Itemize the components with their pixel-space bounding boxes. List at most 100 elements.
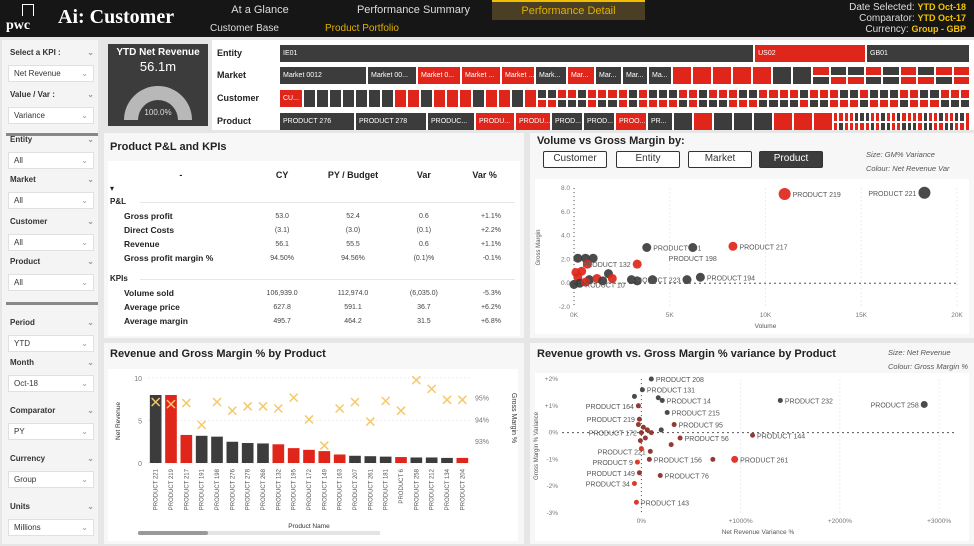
treemap-cell[interactable] — [855, 113, 859, 121]
treemap-cell[interactable] — [944, 113, 948, 121]
treemap-cell[interactable] — [907, 113, 911, 121]
treemap-cell[interactable] — [950, 90, 959, 98]
treemap-cell[interactable] — [953, 76, 970, 84]
treemap-cell[interactable] — [900, 76, 917, 84]
treemap-cell[interactable] — [923, 113, 927, 121]
market-button[interactable]: Market — [688, 151, 752, 168]
section-header[interactable]: P&L — [110, 193, 515, 209]
treemap-cell[interactable]: PROD... — [552, 113, 582, 130]
filter-dropdown[interactable]: All ⌄ — [8, 192, 94, 209]
treemap-cell[interactable] — [588, 90, 597, 98]
treemap-cell[interactable] — [769, 99, 778, 107]
tab-performance-detail[interactable]: Performance Detail — [492, 0, 645, 20]
treemap-cell[interactable] — [618, 99, 627, 107]
treemap-cell[interactable] — [668, 99, 677, 107]
treemap-cell[interactable] — [860, 113, 864, 121]
treemap-cell[interactable]: PRODU... — [516, 113, 550, 130]
treemap-cell[interactable] — [678, 90, 687, 98]
treemap-cell[interactable] — [648, 90, 657, 98]
treemap-cell[interactable] — [881, 122, 885, 130]
treemap-cell[interactable] — [330, 90, 341, 107]
treemap-cell[interactable] — [920, 99, 929, 107]
treemap-cell[interactable] — [848, 67, 864, 75]
treemap-cell[interactable] — [912, 122, 917, 130]
treemap-cell[interactable] — [900, 99, 909, 107]
subtab-customer-base[interactable]: Customer Base — [210, 23, 279, 34]
treemap-cell[interactable] — [568, 90, 577, 98]
treemap-cell[interactable] — [317, 90, 328, 107]
column-header[interactable]: Var — [416, 170, 431, 180]
treemap-cell[interactable]: US02 — [755, 45, 866, 62]
treemap-cell[interactable] — [568, 99, 577, 107]
treemap-cell[interactable]: Market ... — [502, 67, 534, 84]
filter-dropdown[interactable]: Variance ⌄ — [8, 107, 94, 124]
treemap-cell[interactable] — [813, 67, 829, 75]
treemap-cell[interactable] — [881, 113, 885, 121]
chevron-down-icon[interactable]: ⌄ — [87, 502, 94, 511]
treemap-cell[interactable] — [753, 67, 771, 84]
treemap-cell[interactable] — [774, 113, 792, 130]
treemap-cell[interactable] — [638, 99, 647, 107]
treemap-cell[interactable] — [934, 113, 938, 121]
treemap-cell[interactable] — [578, 99, 587, 107]
treemap-cell[interactable] — [960, 90, 969, 98]
treemap-cell[interactable] — [525, 90, 536, 107]
treemap-cell[interactable] — [759, 99, 768, 107]
customer-button[interactable]: Customer — [543, 151, 607, 168]
treemap-cell[interactable] — [694, 113, 712, 130]
chevron-down-icon[interactable]: ⌄ — [81, 379, 88, 388]
treemap-cell[interactable]: Market 00... — [368, 67, 416, 84]
treemap-cell[interactable] — [699, 99, 708, 107]
treemap-cell[interactable] — [965, 113, 969, 130]
treemap-cell[interactable] — [674, 113, 692, 130]
treemap-cell[interactable] — [849, 90, 858, 98]
treemap-cell[interactable] — [870, 122, 875, 130]
treemap-cell[interactable] — [558, 90, 567, 98]
treemap-cell[interactable] — [923, 122, 927, 130]
chevron-down-icon[interactable]: ⌄ — [81, 427, 88, 436]
treemap-cell[interactable] — [343, 90, 354, 107]
chart-scrollbar-thumb[interactable] — [138, 531, 208, 535]
treemap-cell[interactable] — [928, 122, 933, 130]
treemap-cell[interactable] — [693, 67, 711, 84]
filter-dropdown[interactable]: Millions ⌄ — [8, 519, 94, 536]
treemap-cell[interactable] — [421, 90, 432, 107]
treemap-cell[interactable] — [688, 90, 697, 98]
treemap-cell[interactable] — [628, 99, 637, 107]
treemap-cell[interactable]: Mar... — [568, 67, 594, 84]
treemap-cell[interactable] — [870, 90, 879, 98]
filter-dropdown[interactable]: YTD ⌄ — [8, 335, 94, 352]
treemap-cell[interactable] — [880, 99, 889, 107]
treemap-cell[interactable] — [930, 90, 939, 98]
treemap-cell[interactable] — [949, 122, 954, 130]
treemap-cell[interactable] — [839, 90, 848, 98]
treemap-cell[interactable] — [678, 99, 687, 107]
treemap-cell[interactable] — [434, 90, 445, 107]
treemap-cell[interactable] — [939, 113, 943, 121]
filter-dropdown[interactable]: PY ⌄ — [8, 423, 94, 440]
treemap-cell[interactable]: GB01 — [867, 45, 969, 62]
chevron-down-icon[interactable]: ⌄ — [81, 69, 88, 78]
treemap-cell[interactable] — [934, 122, 938, 130]
treemap-cell[interactable] — [699, 90, 708, 98]
treemap-cell[interactable] — [834, 113, 838, 121]
treemap-cell[interactable]: IE01 — [280, 45, 754, 62]
treemap-cell[interactable] — [890, 90, 899, 98]
treemap-cell[interactable] — [734, 113, 752, 130]
treemap-cell[interactable] — [793, 67, 811, 84]
treemap-cell[interactable] — [855, 122, 859, 130]
treemap-cell[interactable] — [897, 122, 901, 130]
treemap-cell[interactable] — [608, 90, 617, 98]
treemap-cell[interactable] — [883, 67, 899, 75]
treemap-cell[interactable] — [939, 122, 943, 130]
treemap-cell[interactable] — [733, 67, 751, 84]
treemap-cell[interactable] — [673, 67, 691, 84]
treemap-cell[interactable] — [779, 90, 788, 98]
treemap-cell[interactable] — [304, 90, 315, 107]
treemap-cell[interactable] — [891, 113, 896, 121]
treemap-cell[interactable] — [960, 122, 964, 130]
treemap-cell[interactable]: Mark... — [536, 67, 566, 84]
treemap-cell[interactable] — [739, 99, 748, 107]
treemap-cell[interactable] — [709, 90, 718, 98]
treemap-cell[interactable] — [910, 99, 919, 107]
